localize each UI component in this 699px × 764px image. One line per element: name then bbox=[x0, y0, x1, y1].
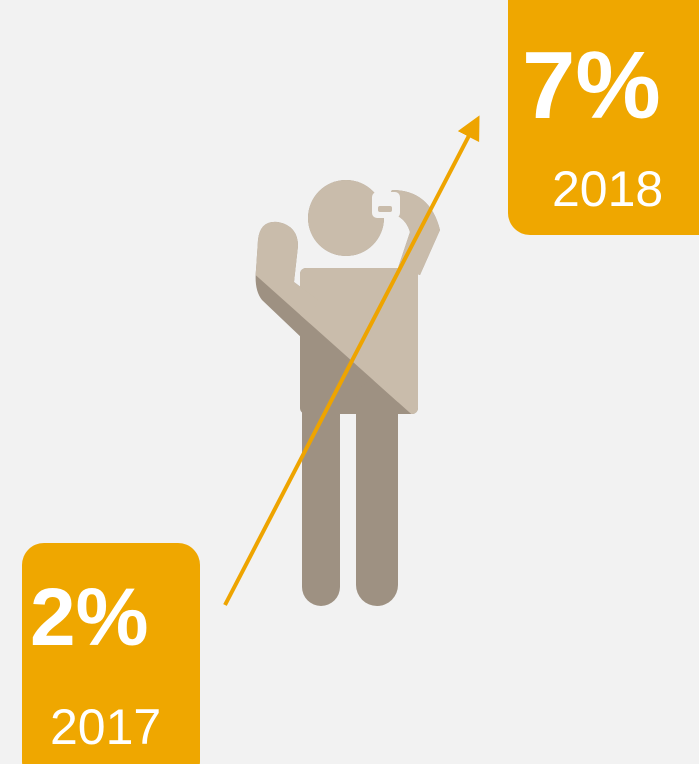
badge-value: 7% bbox=[522, 32, 661, 139]
badge-year: 2018 bbox=[552, 161, 663, 217]
person-figure bbox=[255, 180, 440, 606]
badge-box bbox=[22, 543, 200, 764]
growth-arrow bbox=[223, 115, 480, 606]
badge-box bbox=[508, 0, 699, 235]
badge-2017: 2% 2017 bbox=[22, 543, 200, 764]
badge-value: 2% bbox=[30, 572, 149, 663]
badge-year: 2017 bbox=[50, 699, 161, 755]
badge-2018: 7% 2018 bbox=[508, 0, 699, 235]
